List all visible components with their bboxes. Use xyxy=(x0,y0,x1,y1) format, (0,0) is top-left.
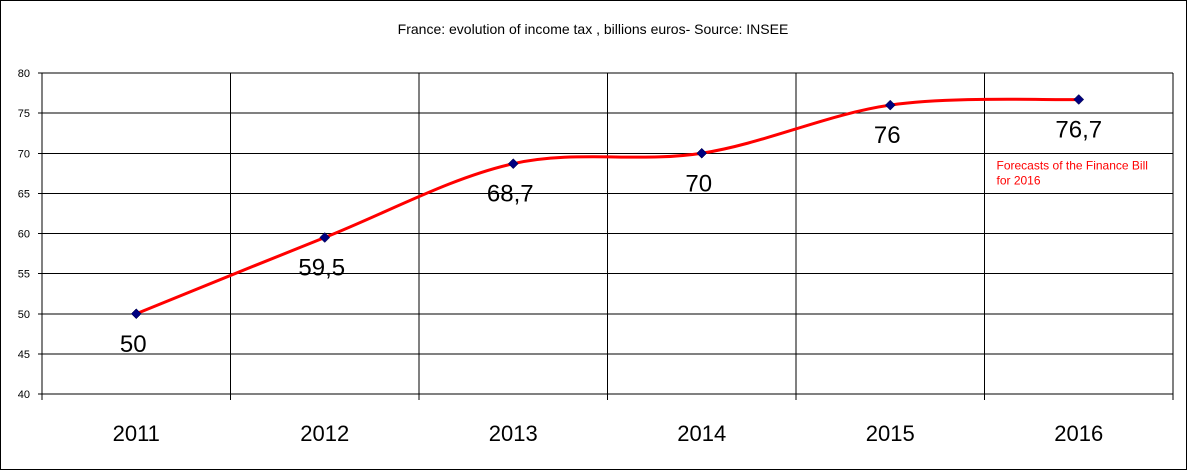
gridlines xyxy=(41,72,1174,395)
x-tick-label: 2016 xyxy=(1054,421,1103,446)
y-tick-label: 45 xyxy=(18,349,30,361)
y-tick-label: 40 xyxy=(18,389,30,401)
data-point-marker xyxy=(884,99,896,111)
x-axis-tick-labels: 2011 2012 2013 2014 2015 2016 xyxy=(113,421,1104,446)
data-point-marker xyxy=(1073,94,1085,105)
data-label: 50 xyxy=(120,331,147,358)
x-tick-label: 2012 xyxy=(300,421,349,446)
chart-title: France: evolution of income tax , billio… xyxy=(398,21,789,37)
data-point-marker xyxy=(130,308,142,320)
data-label: 76,7 xyxy=(1055,116,1102,143)
y-tick-label: 65 xyxy=(18,188,30,200)
data-label: 70 xyxy=(685,170,712,197)
y-tick-label: 50 xyxy=(18,309,30,321)
data-label: 59,5 xyxy=(298,255,345,282)
y-tick-label: 75 xyxy=(18,108,30,120)
data-label: 76 xyxy=(874,122,901,149)
x-tick-label: 2011 xyxy=(113,421,160,446)
series-line xyxy=(135,97,1079,316)
data-point-marker xyxy=(507,158,519,170)
annotation-line: for 2016 xyxy=(997,173,1041,187)
forecast-annotation: Forecasts of the Finance Bill for 2016 xyxy=(997,158,1148,187)
data-markers xyxy=(130,94,1085,320)
axes xyxy=(38,72,1174,400)
data-point-marker xyxy=(319,232,331,243)
y-axis-tick-labels: 40 45 50 55 60 65 70 75 80 xyxy=(18,68,30,401)
x-tick-label: 2014 xyxy=(677,421,726,446)
data-label: 68,7 xyxy=(487,181,534,208)
y-tick-label: 70 xyxy=(18,148,30,160)
annotation-line: Forecasts of the Finance Bill xyxy=(997,158,1148,172)
data-point-marker xyxy=(696,147,708,159)
x-tick-label: 2015 xyxy=(866,421,915,446)
x-tick-label: 2013 xyxy=(489,421,538,446)
y-tick-label: 60 xyxy=(18,229,30,241)
data-labels: 50 59,5 68,7 70 76 76,7 xyxy=(120,116,1102,357)
y-tick-label: 80 xyxy=(18,68,30,80)
y-tick-label: 55 xyxy=(18,269,30,281)
